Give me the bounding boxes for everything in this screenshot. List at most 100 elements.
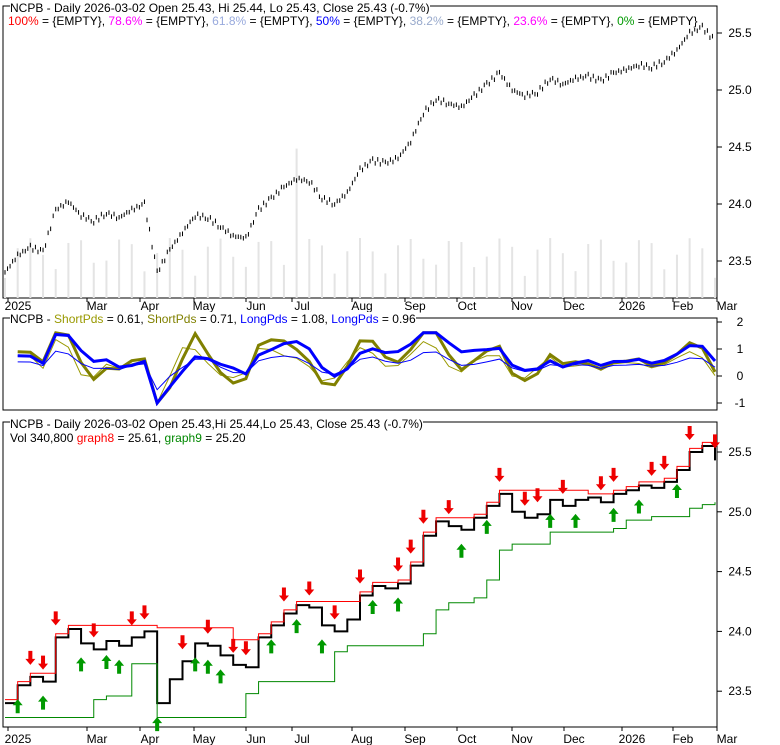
volume-bar [688, 238, 691, 298]
volume-bar [511, 246, 514, 298]
volume-bar [561, 253, 564, 298]
graph8-name: graph8 [76, 431, 115, 445]
down-arrow-icon [595, 476, 606, 491]
volume-label: Vol 340,800 [10, 431, 74, 445]
down-arrow-icon [608, 467, 619, 482]
fib-level-value: = {EMPTY}, [38, 14, 109, 28]
volume-bar [549, 238, 552, 298]
up-arrow-icon [393, 597, 404, 612]
volume-bar [156, 253, 159, 298]
fib-level-label: 78.6% [108, 14, 143, 28]
bottom-y-label: 25.5 [728, 445, 752, 459]
volume-bar [308, 238, 311, 298]
volume-bar [130, 244, 133, 298]
osc-title: NCPB - [10, 312, 55, 326]
volume-bar [92, 262, 95, 298]
up-arrow-icon [481, 519, 492, 534]
x-label: 2026 [619, 732, 646, 745]
fib-level-label: 100% [8, 14, 39, 28]
down-arrow-icon [393, 557, 404, 572]
bottom-y-label: 25.0 [728, 505, 752, 519]
oscillator-line [17, 331, 717, 407]
osc-series-value: = 0.96 [378, 312, 416, 326]
top-y-label: 25.0 [728, 83, 752, 97]
osc-series-name: ShortPds [54, 312, 104, 326]
top-y-label: 23.5 [728, 254, 752, 268]
graph8-line [5, 441, 715, 701]
x-label: Mar [87, 732, 108, 745]
volume-bar [587, 244, 590, 298]
x-label: Mar [717, 732, 738, 745]
bottom-y-label: 23.5 [728, 684, 752, 698]
volume-bar [371, 251, 374, 298]
volume-bar [244, 266, 247, 298]
volume-bar [181, 249, 184, 298]
graph9-value: 25.20 [215, 431, 246, 445]
volume-bar [206, 246, 209, 298]
bottom-y-label: 24.5 [728, 565, 752, 579]
volume-bar [473, 267, 476, 298]
down-arrow-icon [646, 461, 657, 476]
fib-level-label: 0% [617, 14, 635, 28]
x-label: 2026 [619, 299, 646, 313]
volume-bar [29, 238, 32, 298]
osc-legend: NCPB - ShortPds = 0.61, ShortPds = 0.71,… [10, 312, 416, 326]
volume-bar [346, 251, 349, 298]
up-arrow-icon [76, 657, 87, 672]
fib-level-label: 50% [315, 14, 340, 28]
volume-bar [16, 248, 19, 298]
down-arrow-icon [240, 641, 251, 656]
fib-level-value: = {EMPTY}, [339, 14, 410, 28]
bottom-y-label: 24.0 [728, 624, 752, 638]
down-arrow-icon [50, 611, 61, 626]
bottom-legend: Vol 340,800 graph8 = 25.61, graph9 = 25.… [10, 431, 246, 445]
x-label: Nov [511, 299, 532, 313]
x-label: Aug [351, 299, 372, 313]
up-arrow-icon [545, 513, 556, 528]
x-label: Dec [563, 732, 584, 745]
x-label: Jun [246, 732, 265, 745]
volume-bar [282, 264, 285, 298]
bottom-title: NCPB - Daily 2026-03-02 Open 25.43,Hi 25… [10, 417, 423, 431]
x-label: Apr [141, 299, 160, 313]
oscillator-line [17, 350, 716, 391]
volume-bar [143, 271, 146, 298]
graph8-value: 25.61 [127, 431, 158, 445]
osc-y-label: 0 [737, 369, 744, 383]
up-arrow-icon [316, 639, 327, 654]
down-arrow-icon [494, 467, 505, 482]
fib-level-value: = {EMPTY}, [443, 14, 514, 28]
up-arrow-icon [266, 639, 277, 654]
volume-bar [168, 238, 171, 298]
up-arrow-icon [190, 657, 201, 672]
volume-bar [232, 256, 235, 298]
volume-bar [675, 254, 678, 298]
top-title: NCPB - Daily 2026-03-02 Open 25.43, Hi 2… [10, 1, 430, 15]
volume-bar [599, 239, 602, 298]
osc-series-name: LongPds [240, 312, 288, 326]
graph9-line [5, 502, 716, 719]
up-arrow-icon [12, 699, 23, 714]
x-label: Oct [458, 299, 477, 313]
up-arrow-icon [101, 654, 112, 669]
oscillator-line [17, 338, 716, 405]
x-label: May [193, 732, 216, 745]
volume-bar [714, 277, 716, 298]
volume-bar [574, 271, 577, 298]
volume-bar [359, 238, 361, 298]
volume-bar [650, 243, 653, 298]
volume-bar [270, 241, 273, 298]
top-y-label: 24.5 [728, 140, 752, 154]
osc-y-label: 1 [737, 342, 744, 356]
down-arrow-icon [304, 581, 315, 596]
x-label: Jul [294, 732, 309, 745]
volume-bar [422, 258, 425, 298]
up-arrow-icon [38, 695, 49, 710]
volume-bar [447, 240, 450, 298]
x-label: Apr [141, 732, 160, 745]
up-arrow-icon [114, 659, 125, 674]
volume-bar [320, 245, 323, 298]
volume-bar [637, 240, 640, 298]
